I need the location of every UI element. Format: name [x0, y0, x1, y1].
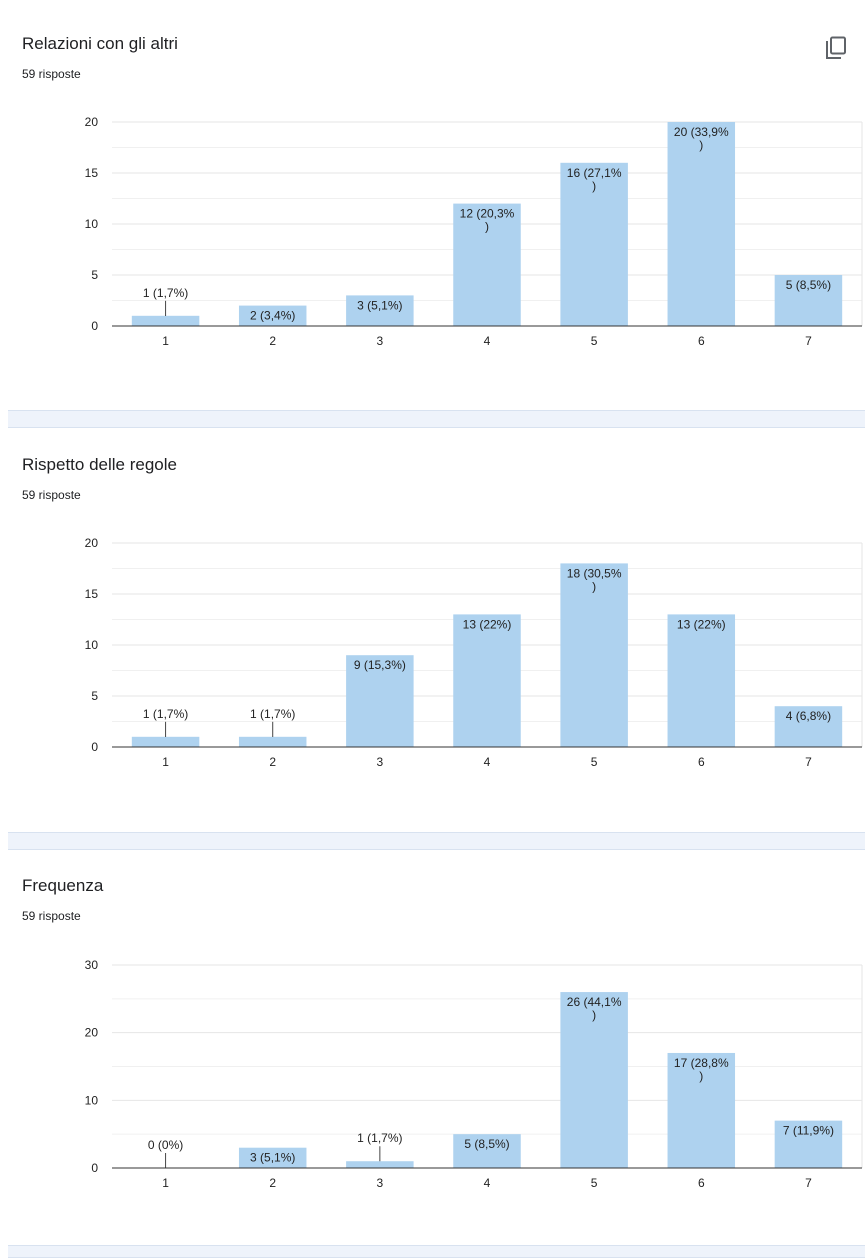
y-tick-label: 10: [85, 217, 99, 231]
x-tick-label: 7: [805, 755, 812, 769]
bar: [667, 1052, 736, 1168]
y-tick-label: 10: [85, 1093, 99, 1107]
y-tick-label: 5: [91, 689, 98, 703]
response-count-3: 59 risposte: [22, 909, 81, 923]
chart-title-2: Rispetto delle regole: [22, 455, 177, 474]
data-label: 7 (11,9%): [783, 1124, 834, 1138]
data-label: 13 (22%): [677, 617, 726, 631]
bar: [453, 614, 521, 747]
bar: [131, 315, 200, 326]
bar: [346, 1161, 414, 1168]
bar: [238, 1147, 307, 1168]
x-tick-label: 7: [805, 1176, 812, 1190]
data-label: 16 (27,1%): [567, 166, 622, 193]
chart-title-3: Frequenza: [22, 876, 104, 895]
x-tick-label: 1: [162, 1176, 169, 1190]
data-label: 9 (15,3%): [354, 658, 406, 672]
data-label: 12 (20,3%): [460, 207, 515, 234]
y-tick-label: 0: [91, 319, 98, 333]
y-tick-label: 15: [85, 166, 99, 180]
bar: [667, 614, 736, 747]
x-tick-label: 3: [377, 1176, 384, 1190]
data-label: 1 (1,7%): [357, 1131, 402, 1145]
x-tick-label: 5: [591, 755, 598, 769]
bar: [560, 992, 628, 1168]
chart-2: 0 5 10 15 20 1 1 (1,7%) 2 1 (1,7%) 3 9 (15,3%) 4 13 …: [85, 536, 863, 769]
bar: [453, 1134, 521, 1168]
data-label: 20 (33,9%): [674, 125, 729, 152]
x-tick-label: 4: [484, 334, 491, 348]
copy-icon[interactable]: [825, 36, 847, 60]
data-label: 1 (1,7%): [143, 707, 188, 721]
data-label: 4 (6,8%): [786, 709, 831, 723]
x-tick-label: 6: [698, 755, 705, 769]
y-tick-label: 15: [85, 587, 99, 601]
y-tick-label: 30: [85, 958, 99, 972]
section-separator: [8, 410, 865, 428]
y-tick-label: 20: [85, 536, 99, 550]
chart-1: 0 5 10 15 20 1 1 (1,7%) 2 2 (3,4%) 3 3 (5,1%) 4 12 (…: [85, 115, 863, 348]
bar: [453, 203, 521, 326]
bar: [774, 706, 843, 747]
x-tick-label: 5: [591, 1176, 598, 1190]
bar: [238, 305, 307, 326]
bar: [346, 655, 414, 747]
x-tick-label: 3: [377, 334, 384, 348]
data-label: 2 (3,4%): [250, 309, 295, 323]
data-label: 5 (8,5%): [464, 1137, 509, 1151]
bar: [560, 162, 628, 326]
data-label: 17 (28,8%): [674, 1056, 729, 1083]
bar: [560, 563, 628, 747]
x-tick-label: 2: [269, 334, 276, 348]
x-tick-label: 4: [484, 755, 491, 769]
y-tick-label: 0: [91, 1161, 98, 1175]
bar: [238, 736, 307, 747]
y-tick-label: 10: [85, 638, 99, 652]
y-tick-label: 20: [85, 1026, 99, 1040]
data-label: 18 (30,5%): [567, 566, 622, 593]
response-count-1: 59 risposte: [22, 67, 81, 81]
x-tick-label: 5: [591, 334, 598, 348]
data-label: 1 (1,7%): [250, 707, 295, 721]
bar: [131, 736, 200, 747]
bar: [774, 1120, 843, 1168]
section-separator: [8, 832, 865, 850]
data-label: 1 (1,7%): [143, 286, 188, 300]
x-tick-label: 2: [269, 755, 276, 769]
y-tick-label: 0: [91, 740, 98, 754]
data-label: 3 (5,1%): [357, 298, 402, 312]
x-tick-label: 1: [162, 334, 169, 348]
x-tick-label: 3: [377, 755, 384, 769]
chart-title-1: Relazioni con gli altri: [22, 34, 178, 53]
data-label: 26 (44,1%): [567, 995, 622, 1022]
bar: [346, 295, 414, 326]
bar: [667, 122, 736, 326]
data-label: 5 (8,5%): [786, 278, 831, 292]
bar: [774, 275, 843, 326]
x-tick-label: 6: [698, 1176, 705, 1190]
chart-3: 0 10 20 30 1 0 (0%) 2 3 (5,1%) 3 1 (1,7%) 4 5 (8,5%…: [85, 958, 863, 1190]
x-tick-label: 4: [484, 1176, 491, 1190]
x-tick-label: 1: [162, 755, 169, 769]
y-tick-label: 20: [85, 115, 99, 129]
data-label: 3 (5,1%): [250, 1151, 295, 1165]
y-tick-label: 5: [91, 268, 98, 282]
x-tick-label: 6: [698, 334, 705, 348]
x-tick-label: 2: [269, 1176, 276, 1190]
data-label: 0 (0%): [148, 1138, 183, 1152]
data-label: 13 (22%): [463, 617, 512, 631]
response-count-2: 59 risposte: [22, 488, 81, 502]
x-tick-label: 7: [805, 334, 812, 348]
